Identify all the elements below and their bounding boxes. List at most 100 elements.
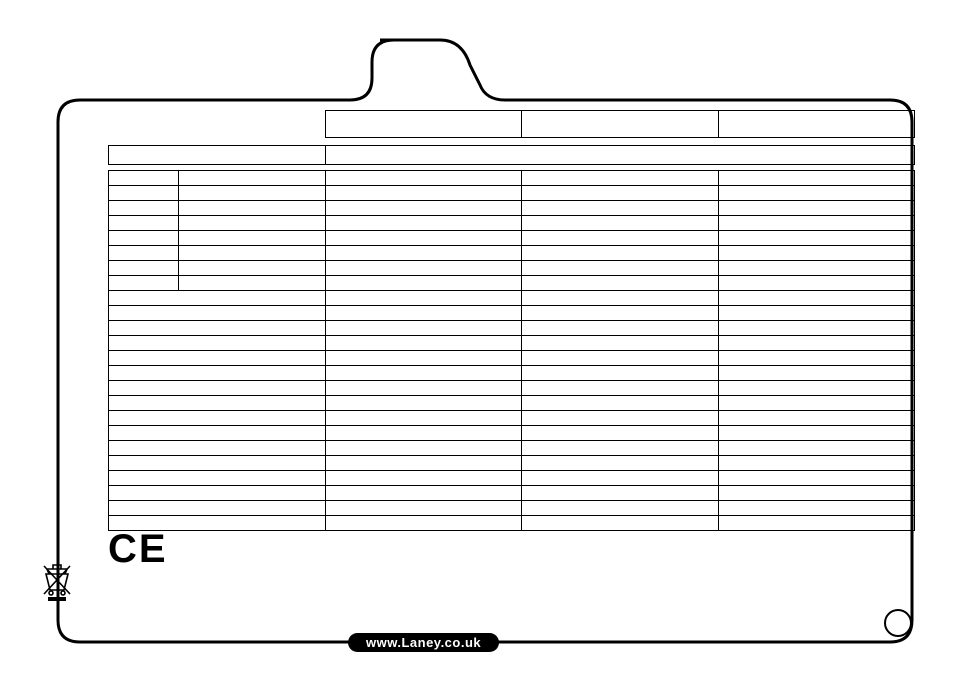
cell-e bbox=[719, 246, 914, 260]
table-row bbox=[109, 230, 914, 245]
table-row bbox=[109, 290, 914, 305]
cell-d bbox=[522, 336, 719, 350]
cell-a bbox=[109, 276, 179, 290]
cell-e bbox=[719, 366, 914, 380]
table-row bbox=[109, 425, 914, 440]
cell-c bbox=[326, 276, 522, 290]
table-row bbox=[109, 185, 914, 200]
cell-d bbox=[522, 306, 719, 320]
cell-ab bbox=[109, 306, 326, 320]
cell-c bbox=[326, 366, 522, 380]
cell-c bbox=[326, 261, 522, 275]
cell-ab bbox=[109, 321, 326, 335]
cell-e bbox=[719, 306, 914, 320]
cell-d bbox=[522, 426, 719, 440]
table-row bbox=[109, 485, 914, 500]
cell-ab bbox=[109, 381, 326, 395]
cell-c bbox=[326, 471, 522, 485]
spec-panel: CE bbox=[50, 25, 920, 645]
cell-c bbox=[326, 441, 522, 455]
table-row bbox=[109, 395, 914, 410]
cell-d bbox=[522, 201, 719, 215]
cell-c bbox=[326, 486, 522, 500]
cell-e bbox=[719, 351, 914, 365]
cell-b bbox=[179, 276, 326, 290]
cell-a bbox=[109, 231, 179, 245]
cell-b bbox=[179, 246, 326, 260]
cell-d bbox=[522, 396, 719, 410]
table-row bbox=[109, 320, 914, 335]
cell-d bbox=[522, 216, 719, 230]
cell-c bbox=[326, 321, 522, 335]
table-row bbox=[109, 365, 914, 380]
table-row bbox=[109, 275, 914, 290]
cell-c bbox=[326, 336, 522, 350]
cell-e bbox=[719, 426, 914, 440]
cell-ab bbox=[109, 456, 326, 470]
cell-e bbox=[719, 441, 914, 455]
cell-ab bbox=[109, 336, 326, 350]
cell-e bbox=[719, 216, 914, 230]
table-row bbox=[109, 470, 914, 485]
cell-e bbox=[719, 501, 914, 515]
model-col-2 bbox=[522, 111, 718, 137]
compliance-block: CE bbox=[108, 527, 918, 572]
cell-ab bbox=[109, 426, 326, 440]
cell-e bbox=[719, 486, 914, 500]
cell-c bbox=[326, 381, 522, 395]
weee-icon bbox=[40, 560, 74, 607]
cell-e bbox=[719, 321, 914, 335]
cell-d bbox=[522, 246, 719, 260]
table-row bbox=[109, 260, 914, 275]
spec-band bbox=[108, 145, 915, 165]
table-row bbox=[109, 335, 914, 350]
cell-ab bbox=[109, 441, 326, 455]
cell-ab bbox=[109, 366, 326, 380]
cell-d bbox=[522, 381, 719, 395]
table-row bbox=[109, 500, 914, 515]
cell-d bbox=[522, 441, 719, 455]
cell-e bbox=[719, 291, 914, 305]
cell-b bbox=[179, 261, 326, 275]
cell-c bbox=[326, 351, 522, 365]
cell-d bbox=[522, 501, 719, 515]
cell-e bbox=[719, 231, 914, 245]
cell-e bbox=[719, 171, 914, 185]
table-row bbox=[109, 170, 914, 185]
cell-b bbox=[179, 171, 326, 185]
cell-d bbox=[522, 411, 719, 425]
cell-ab bbox=[109, 471, 326, 485]
table-row bbox=[109, 380, 914, 395]
cell-e bbox=[719, 456, 914, 470]
cell-ab bbox=[109, 291, 326, 305]
cell-c bbox=[326, 216, 522, 230]
cell-a bbox=[109, 186, 179, 200]
url-badge: www.Laney.co.uk bbox=[348, 633, 499, 652]
cell-ab bbox=[109, 486, 326, 500]
ce-mark-icon: CE bbox=[108, 527, 168, 571]
cell-d bbox=[522, 261, 719, 275]
cell-c bbox=[326, 201, 522, 215]
table-row bbox=[109, 305, 914, 320]
table-row bbox=[109, 215, 914, 230]
cell-b bbox=[179, 216, 326, 230]
cell-ab bbox=[109, 411, 326, 425]
cell-e bbox=[719, 186, 914, 200]
cell-a bbox=[109, 216, 179, 230]
cell-d bbox=[522, 321, 719, 335]
cell-a bbox=[109, 171, 179, 185]
cell-b bbox=[179, 201, 326, 215]
table-row bbox=[109, 350, 914, 365]
table-row bbox=[109, 200, 914, 215]
cell-c bbox=[326, 246, 522, 260]
cell-e bbox=[719, 201, 914, 215]
cell-c bbox=[326, 291, 522, 305]
cell-c bbox=[326, 501, 522, 515]
cell-c bbox=[326, 171, 522, 185]
cell-c bbox=[326, 396, 522, 410]
cell-c bbox=[326, 306, 522, 320]
cell-ab bbox=[109, 351, 326, 365]
table-row bbox=[109, 245, 914, 260]
cell-c bbox=[326, 231, 522, 245]
model-header-row bbox=[325, 110, 915, 138]
